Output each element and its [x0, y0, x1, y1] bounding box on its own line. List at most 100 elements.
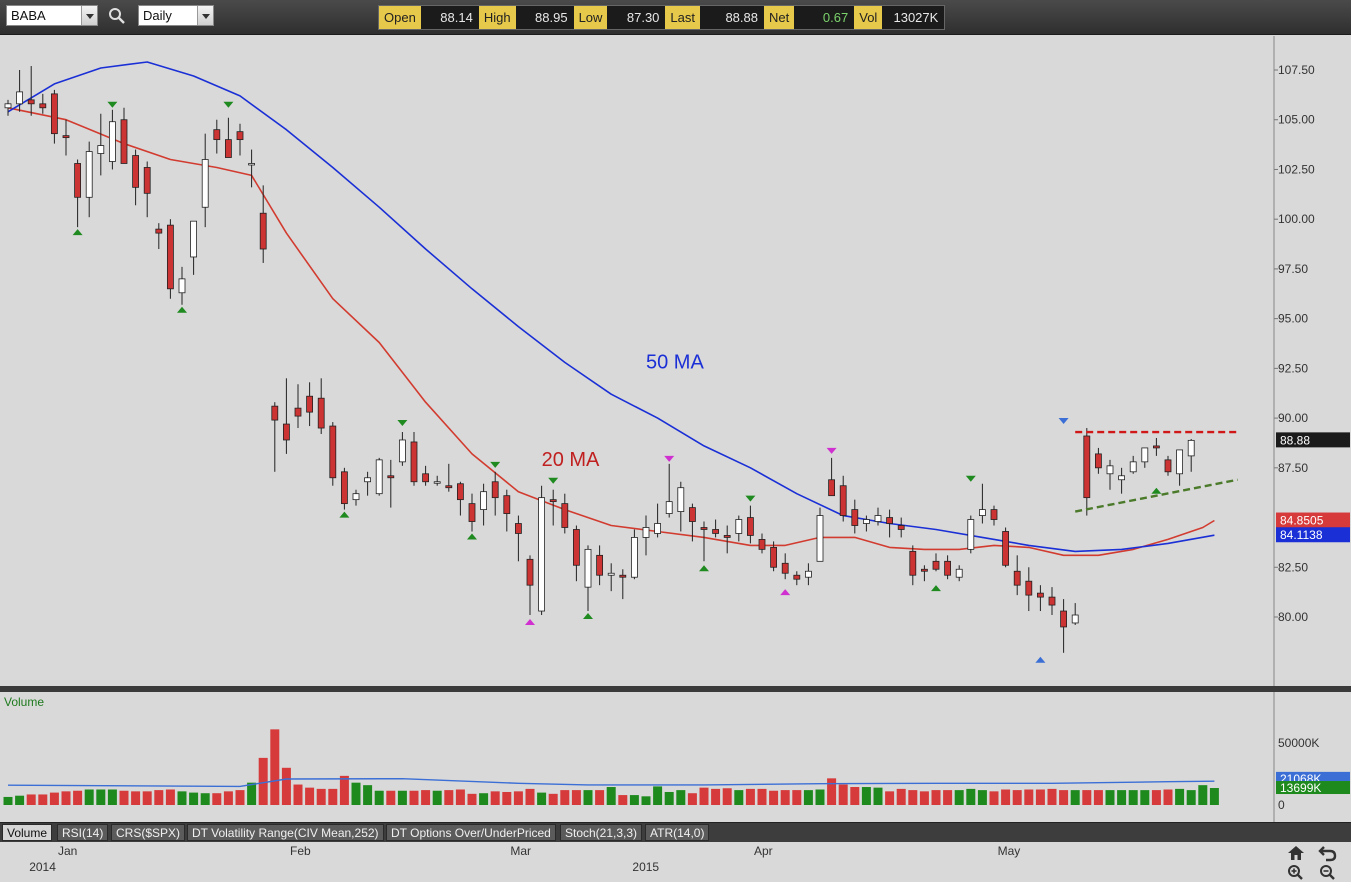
candle-body [932, 560, 940, 570]
volume-bar [803, 790, 813, 805]
tab-rsi[interactable]: RSI(14) [57, 824, 109, 841]
last-label: Last [665, 6, 700, 29]
volume-bar [444, 790, 454, 805]
volume-bar [386, 790, 396, 805]
pivot-high-marker [664, 455, 675, 462]
candle-body [723, 535, 731, 538]
symbol-combo[interactable]: BABA [6, 5, 98, 26]
candle-body [306, 395, 314, 413]
volume-bar [73, 790, 83, 805]
candle-body [352, 493, 360, 501]
candle-body [689, 507, 696, 522]
candle-body [955, 568, 963, 578]
candle-body [1187, 439, 1195, 457]
volume-bar [131, 791, 141, 805]
tab-options-over-under[interactable]: DT Options Over/UnderPriced [386, 824, 556, 841]
y-tick-label: 90.00 [1278, 411, 1308, 425]
volume-bar [745, 788, 755, 805]
volume-bar [618, 795, 628, 805]
candle-body [654, 523, 661, 534]
undo-icon[interactable] [1318, 844, 1338, 862]
tab-stoch[interactable]: Stoch(21,3,3) [560, 824, 643, 841]
support-line [1074, 478, 1238, 513]
volume-bar [270, 729, 280, 805]
zoom-in-icon[interactable] [1286, 864, 1306, 882]
volume-bar [1035, 789, 1045, 805]
candle-body [851, 509, 859, 526]
candle-body [27, 99, 35, 105]
chevron-down-icon[interactable] [81, 6, 97, 25]
home-icon[interactable] [1286, 844, 1306, 862]
volume-bar [664, 791, 674, 805]
pivot-high-marker [826, 447, 837, 454]
y-tick-label: 0 [1278, 798, 1285, 812]
volume-bar [687, 793, 697, 805]
volume-bar [699, 787, 709, 805]
tab-volume[interactable]: Volume [2, 824, 53, 841]
candle-body [132, 155, 140, 188]
volume-bar [513, 791, 523, 805]
volume-tag-bg [1276, 781, 1350, 795]
volume-bar [15, 795, 25, 805]
search-icon[interactable] [108, 6, 126, 26]
volume-bar [943, 790, 953, 805]
pivot-high-marker [397, 420, 408, 427]
volume-bar [258, 757, 268, 805]
tab-crs[interactable]: CRS($SPX) [111, 824, 186, 841]
candle-body [584, 548, 592, 588]
candle-body [979, 509, 986, 516]
candle-body [596, 554, 603, 576]
candle-body [329, 425, 337, 479]
volume-bar [629, 795, 639, 805]
candle-body [178, 278, 186, 294]
volume-bar [815, 789, 825, 805]
open-label: Open [379, 6, 421, 29]
y-tick-label: 107.50 [1278, 63, 1315, 77]
candle-body [921, 568, 928, 572]
candle-body [805, 570, 812, 578]
net-label: Net [764, 6, 795, 29]
volume-bar [873, 787, 883, 805]
interval-value: Daily [143, 8, 172, 23]
volume-bar [3, 796, 13, 805]
candle-body [398, 439, 406, 463]
candle-body [39, 103, 47, 109]
volume-bar [1093, 790, 1103, 805]
pivot-low-marker [583, 613, 593, 620]
volume-bar [38, 794, 48, 805]
volume-bar [908, 790, 918, 805]
volume-bar [919, 791, 929, 805]
volume-bar [490, 791, 500, 805]
candle-body [631, 537, 638, 578]
candle-body [456, 483, 464, 501]
volume-bar [432, 790, 442, 805]
candle-body [410, 441, 418, 483]
volume-bar [502, 791, 512, 805]
candle-body [1106, 465, 1114, 475]
time-axis: Jan Feb Mar Apr May 2014 2015 [0, 842, 1351, 882]
interval-combo[interactable]: Daily [138, 5, 214, 26]
candle-body [294, 407, 302, 417]
candle-body [97, 145, 105, 154]
zoom-out-icon[interactable] [1318, 864, 1338, 882]
volume-bar [247, 782, 257, 805]
candle-body [538, 497, 545, 612]
tab-volatility-range[interactable]: DT Volatility Range(CIV Mean,252) [187, 824, 384, 841]
last-volume-tag: 13699K [1280, 781, 1321, 795]
pivot-low-marker [931, 585, 941, 592]
month-label: May [997, 844, 1021, 858]
candle-body [642, 527, 650, 538]
pivot-low-marker [780, 589, 791, 596]
tab-atr[interactable]: ATR(14,0) [645, 824, 710, 841]
price-chart[interactable]: 107.50 105.00 102.50 100.00 97.50 95.00 92.50 9… [0, 36, 1351, 686]
pivot-low-marker [525, 618, 535, 625]
candle-body [816, 515, 824, 562]
panel-divider[interactable] [0, 686, 1351, 692]
candle-body [758, 539, 766, 550]
chevron-down-icon[interactable] [197, 6, 213, 25]
candle-body [1013, 570, 1021, 586]
month-label: Jan [58, 844, 78, 858]
candle-body [340, 471, 348, 505]
candle-body [271, 405, 279, 421]
